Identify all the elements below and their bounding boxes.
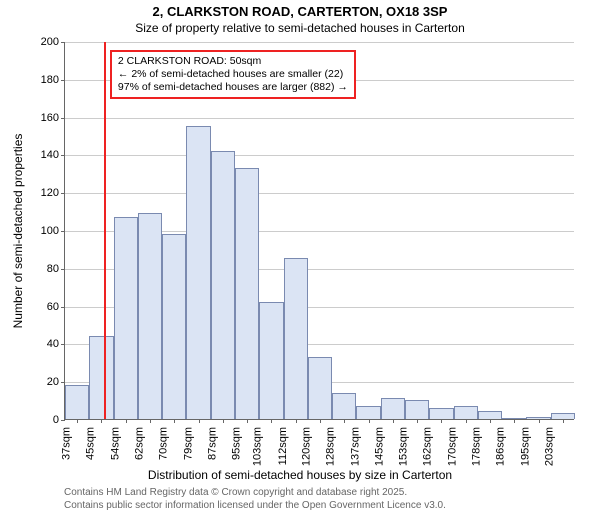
x-tick-mark	[174, 419, 175, 423]
chart-title-main: 2, CLARKSTON ROAD, CARTERTON, OX18 3SP	[0, 4, 600, 19]
annotation-line: 2 CLARKSTON ROAD: 50sqm	[118, 55, 348, 68]
histogram-bar	[186, 126, 210, 419]
x-tick-label: 153sqm	[398, 427, 410, 466]
x-tick-label: 37sqm	[61, 427, 73, 460]
x-tick-label: 87sqm	[206, 427, 218, 460]
gridline	[65, 155, 574, 156]
plot-area: 02040608010012014016018020037sqm45sqm54s…	[64, 42, 574, 420]
histogram-bar	[478, 411, 502, 419]
histogram-bar	[356, 406, 380, 419]
histogram-bar	[454, 406, 478, 419]
x-tick-label: 70sqm	[158, 427, 170, 460]
histogram-bar	[308, 357, 332, 419]
histogram-bar	[138, 213, 162, 419]
x-tick-mark	[101, 419, 102, 423]
x-tick-mark	[441, 419, 442, 423]
x-tick-mark	[320, 419, 321, 423]
x-tick-label: 45sqm	[85, 427, 97, 460]
attribution-footer: Contains HM Land Registry data © Crown c…	[64, 486, 446, 512]
y-tick-label: 80	[47, 263, 65, 275]
gridline	[65, 193, 574, 194]
x-tick-mark	[77, 419, 78, 423]
x-tick-mark	[466, 419, 467, 423]
x-tick-label: 186sqm	[495, 427, 507, 466]
histogram-bar	[259, 302, 283, 419]
histogram-bar	[381, 398, 405, 419]
x-tick-mark	[150, 419, 151, 423]
x-tick-mark	[393, 419, 394, 423]
x-tick-mark	[417, 419, 418, 423]
histogram-bar	[405, 400, 429, 419]
x-tick-mark	[369, 419, 370, 423]
x-tick-label: 112sqm	[277, 427, 289, 465]
y-tick-label: 100	[41, 225, 65, 237]
x-tick-label: 195sqm	[519, 427, 531, 466]
x-tick-mark	[539, 419, 540, 423]
annotation-line: 97% of semi-detached houses are larger (…	[118, 81, 348, 94]
x-tick-mark	[563, 419, 564, 423]
x-tick-mark	[490, 419, 491, 423]
y-tick-label: 200	[41, 36, 65, 48]
footer-line-2: Contains public sector information licen…	[64, 499, 446, 512]
histogram-bar	[89, 336, 113, 419]
chart-title-sub: Size of property relative to semi-detach…	[0, 21, 600, 35]
x-tick-label: 203sqm	[543, 427, 555, 466]
histogram-bar	[235, 168, 259, 419]
y-tick-label: 20	[47, 376, 65, 388]
histogram-bar	[65, 385, 89, 419]
x-tick-mark	[199, 419, 200, 423]
x-tick-label: 145sqm	[373, 427, 385, 466]
x-tick-mark	[223, 419, 224, 423]
x-tick-mark	[296, 419, 297, 423]
y-tick-label: 40	[47, 338, 65, 350]
gridline	[65, 42, 574, 43]
footer-line-1: Contains HM Land Registry data © Crown c…	[64, 486, 446, 499]
x-tick-label: 137sqm	[349, 427, 361, 466]
gridline	[65, 118, 574, 119]
reference-line	[104, 42, 106, 419]
histogram-bar	[284, 258, 308, 419]
x-tick-mark	[271, 419, 272, 423]
y-tick-label: 160	[41, 112, 65, 124]
histogram-bar	[162, 234, 186, 419]
histogram-bar	[429, 408, 453, 419]
x-tick-label: 162sqm	[422, 427, 434, 466]
x-tick-label: 128sqm	[325, 427, 337, 466]
x-tick-label: 178sqm	[470, 427, 482, 466]
x-tick-label: 54sqm	[109, 427, 121, 460]
x-tick-mark	[247, 419, 248, 423]
y-tick-label: 120	[41, 187, 65, 199]
x-tick-mark	[126, 419, 127, 423]
y-tick-label: 180	[41, 74, 65, 86]
x-tick-label: 79sqm	[182, 427, 194, 460]
y-tick-label: 60	[47, 301, 65, 313]
x-axis-label: Distribution of semi-detached houses by …	[0, 468, 600, 482]
annotation-line: ← 2% of semi-detached houses are smaller…	[118, 68, 348, 81]
x-tick-mark	[344, 419, 345, 423]
annotation-box: 2 CLARKSTON ROAD: 50sqm← 2% of semi-deta…	[110, 50, 356, 99]
y-axis-label: Number of semi-detached properties	[11, 134, 25, 329]
histogram-bar	[114, 217, 138, 419]
histogram-bar	[211, 151, 235, 419]
y-tick-label: 0	[53, 414, 65, 426]
x-tick-label: 120sqm	[300, 427, 312, 466]
x-tick-label: 95sqm	[231, 427, 243, 460]
y-tick-label: 140	[41, 149, 65, 161]
x-tick-label: 62sqm	[133, 427, 145, 460]
x-tick-mark	[514, 419, 515, 423]
x-tick-label: 103sqm	[252, 427, 264, 466]
histogram-bar	[332, 393, 356, 419]
x-tick-label: 170sqm	[446, 427, 458, 466]
